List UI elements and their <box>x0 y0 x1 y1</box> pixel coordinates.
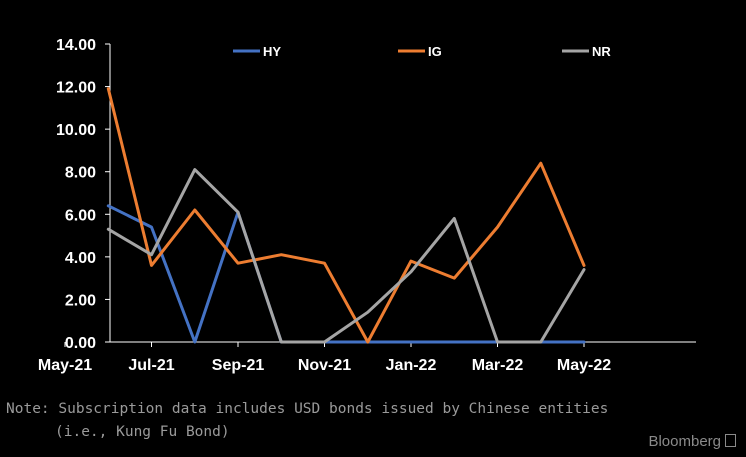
legend-label-ig: IG <box>428 44 442 59</box>
y-tick-label: 0.00 <box>65 335 96 352</box>
legend-label-hy: HY <box>263 44 281 59</box>
x-tick-label: Mar-22 <box>472 357 524 374</box>
series-line-nr <box>106 168 586 344</box>
x-tick-label: May-22 <box>557 357 611 374</box>
x-tick-label: May-21 <box>38 357 92 374</box>
y-tick-label: 10.00 <box>56 122 96 139</box>
x-tick-label: Jul-21 <box>128 357 174 374</box>
y-axis-ticks: 0.00 2.00 4.00 6.00 8.00 10.00 12.00 14.00 <box>56 37 110 352</box>
y-tick-label: 12.00 <box>56 80 96 97</box>
note-line-1: Note: Subscription data includes USD bon… <box>6 401 609 417</box>
y-tick-label: 14.00 <box>56 37 96 54</box>
brand-label: Bloomberg <box>648 433 721 450</box>
y-tick-label: 4.00 <box>65 250 96 267</box>
x-tick-label: Jan-22 <box>386 357 437 374</box>
x-axis-ticks: May-21 Jul-21 Sep-21 Nov-21 Jan-22 Mar-22 May-… <box>38 342 611 374</box>
series-group <box>106 87 586 344</box>
x-tick-label: Sep-21 <box>212 357 265 374</box>
y-tick-label: 6.00 <box>65 207 96 224</box>
y-tick-label: 2.00 <box>65 292 96 309</box>
legend: HY IG NR <box>233 44 611 59</box>
x-tick-label: Nov-21 <box>298 357 351 374</box>
series-line-ig <box>106 87 586 344</box>
note-line-2: (i.e., Kung Fu Bond) <box>55 424 230 440</box>
legend-label-nr: NR <box>592 44 611 59</box>
bloomberg-logo: Bloomberg <box>648 433 736 450</box>
bloomberg-terminal-icon <box>725 434 736 447</box>
series-line-hy <box>106 204 586 344</box>
y-tick-label: 8.00 <box>65 165 96 182</box>
line-chart: 0.00 2.00 4.00 6.00 8.00 10.00 12.00 14.00 May-… <box>38 37 696 374</box>
chart-note: Note: Subscription data includes USD bon… <box>6 398 608 444</box>
